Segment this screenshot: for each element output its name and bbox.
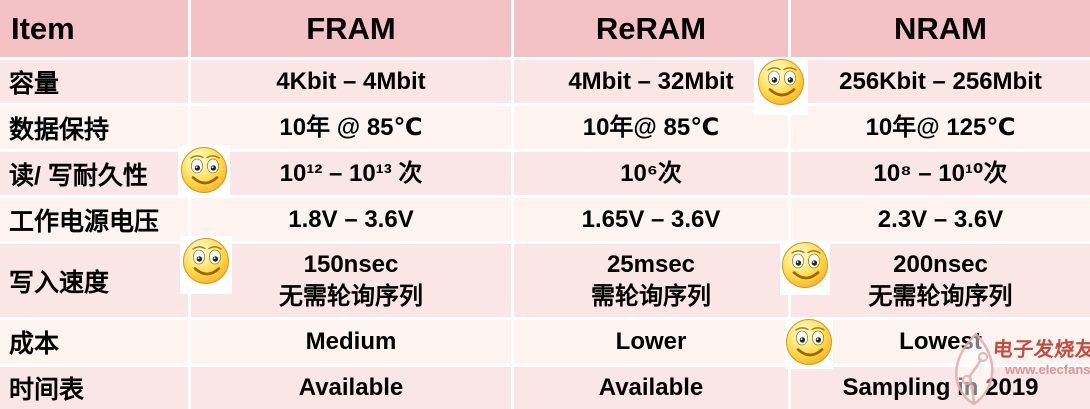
watermark-url: www.elecfans.com — [1005, 362, 1090, 377]
cell-cost-fram: Medium — [191, 320, 511, 364]
smiley-face-art — [782, 242, 828, 288]
smiley-face-icon — [785, 317, 833, 369]
cell-retention-reram: 10年@ 85℃ — [514, 106, 788, 149]
cell-cost-reram: Lower — [514, 320, 788, 364]
cell-retention-fram: 10年 @ 85℃ — [191, 106, 511, 149]
cell-capacity-fram: 4Kbit – 4Mbit — [191, 60, 511, 103]
cell-write-speed-fram: 150nsec 无需轮询序列 — [191, 244, 511, 317]
cell-write-speed-nram: 200nsec 无需轮询序列 — [791, 244, 1090, 317]
cell-voltage-fram: 1.8V – 3.6V — [191, 198, 511, 241]
header-cell-item: Item — [0, 0, 188, 57]
header-cell-nram: NRAM — [791, 0, 1090, 57]
row-label-schedule: 时间表 — [0, 367, 188, 409]
row-label-capacity: 容量 — [0, 60, 188, 103]
cell-capacity-reram: 4Mbit – 32Mbit — [514, 60, 788, 103]
row-label-operating-voltage: 工作电源电压 — [0, 198, 188, 241]
watermark-brand: 电子发烧友 — [992, 339, 1090, 361]
row-label-write-speed: 写入速度 — [0, 244, 188, 317]
smiley-face-icon — [780, 240, 830, 295]
cell-schedule-fram: Available — [191, 367, 511, 409]
row-label-data-retention: 数据保持 — [0, 106, 188, 149]
smiley-face-icon — [754, 57, 808, 115]
cell-endurance-nram: 10⁸ – 10¹⁰次 — [791, 152, 1090, 195]
elecfans-leaf-logo-icon — [955, 332, 994, 406]
smiley-face-art — [758, 59, 804, 105]
cell-endurance-fram: 10¹² – 10¹³ 次 — [191, 152, 511, 195]
cell-voltage-nram: 2.3V – 3.6V — [791, 198, 1090, 241]
row-label-cost: 成本 — [0, 320, 188, 364]
header-cell-fram: FRAM — [191, 0, 511, 57]
cell-schedule-reram: Available — [514, 367, 788, 409]
smiley-face-icon — [178, 145, 230, 197]
cell-voltage-reram: 1.65V – 3.6V — [514, 198, 788, 241]
smiley-face-art — [786, 319, 832, 365]
smiley-face-art — [183, 238, 229, 284]
cell-retention-nram: 10年@ 125℃ — [791, 106, 1090, 149]
cell-capacity-nram: 256Kbit – 256Mbit — [791, 60, 1090, 103]
cell-endurance-reram: 10⁶次 — [514, 152, 788, 195]
smiley-face-art — [181, 147, 227, 193]
smiley-face-icon — [180, 236, 232, 294]
elecfans-watermark: 电子发烧友 www.elecfans.com — [943, 328, 1090, 409]
row-label-endurance: 读/ 写耐久性 — [0, 152, 188, 195]
header-cell-reram: ReRAM — [514, 0, 788, 57]
cell-write-speed-reram: 25msec 需轮询序列 — [514, 244, 788, 317]
